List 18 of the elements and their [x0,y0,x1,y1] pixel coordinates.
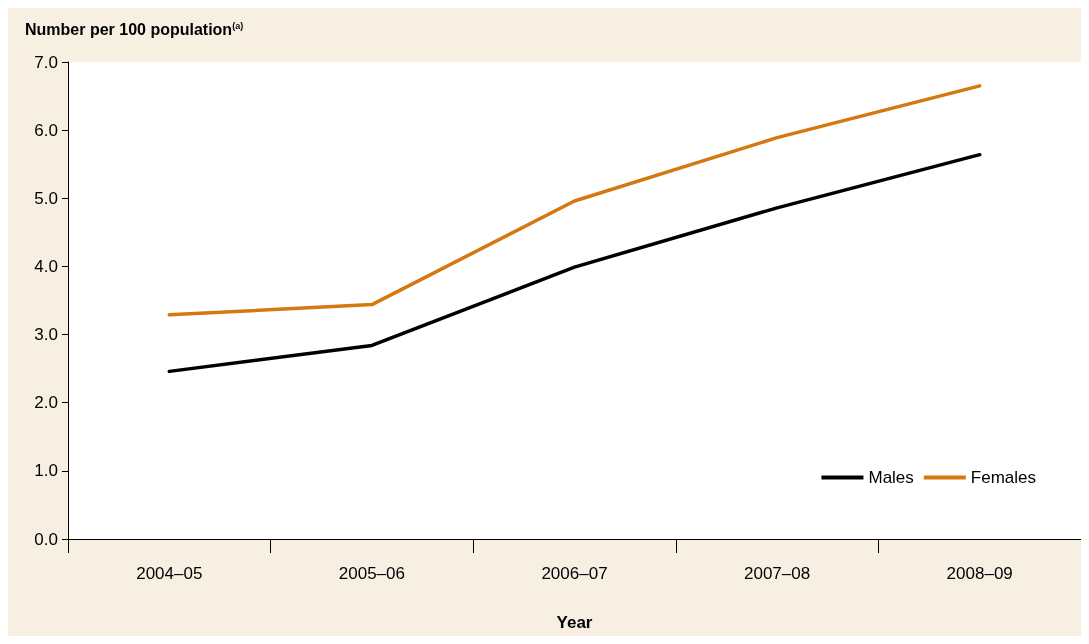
y-tick-label: 4.0 [34,256,58,276]
y-tick-label: 2.0 [34,393,58,413]
y-tick-label: 5.0 [34,188,58,208]
line-series [167,152,982,374]
y-tick-label: 1.0 [34,461,58,481]
x-tick-label: 2008–09 [946,564,1013,583]
line-series [167,84,982,317]
legend-label: Males [868,468,914,487]
y-tick-label: 6.0 [34,120,58,140]
x-tick-label: 2005–06 [338,564,405,583]
y-tick-label: 0.0 [34,529,58,549]
y-tick-label: 7.0 [34,52,58,72]
x-axis-title: Year [556,613,593,632]
y-tick-label: 3.0 [34,325,58,345]
x-tick-label: 2007–08 [744,564,811,583]
legend-label: Females [970,468,1036,487]
x-tick-label: 2006–07 [541,564,608,583]
x-tick-label: 2004–05 [136,564,203,583]
